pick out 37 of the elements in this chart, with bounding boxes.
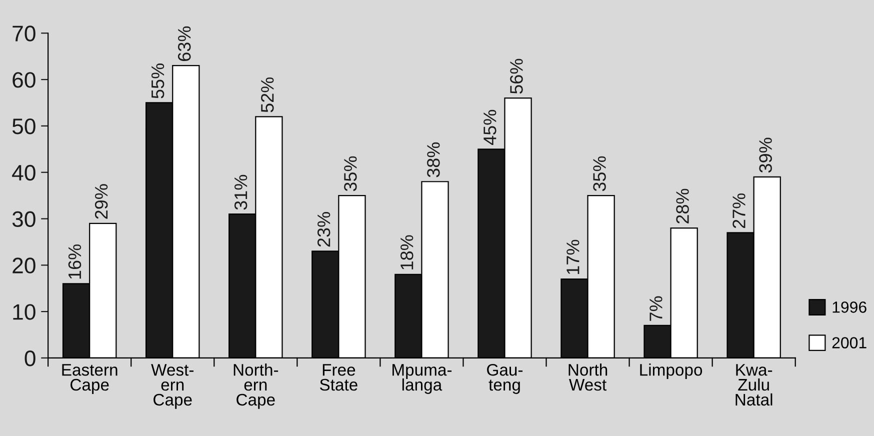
y-tick-label: 40	[12, 164, 36, 181]
x-tick-label: Free State	[320, 364, 358, 391]
x-tick-label: West- ern Cape	[151, 364, 194, 409]
data-label: 17%	[566, 240, 580, 274]
y-tick-label: 20	[12, 258, 36, 274]
x-tick-label: North West	[568, 364, 608, 391]
data-label: 56%	[510, 58, 523, 94]
data-label: 16%	[68, 244, 82, 279]
x-tick-label: Mpuma- langa	[392, 364, 452, 394]
data-label: 7%	[650, 296, 662, 321]
y-tick-label: 30	[12, 211, 36, 228]
y-tick-label: 0	[24, 350, 36, 366]
data-label: 28%	[676, 188, 689, 224]
x-tick-label: Limpopo	[640, 364, 702, 380]
y-tick-label: 10	[13, 304, 36, 320]
legend-label: 2001	[832, 337, 866, 348]
y-tick-label: 70	[12, 26, 36, 42]
data-label: 29%	[94, 184, 108, 219]
data-label: 39%	[759, 138, 772, 173]
data-label: 18%	[400, 235, 414, 270]
data-label: 35%	[593, 156, 606, 192]
data-label: 52%	[260, 77, 274, 112]
data-label: 23%	[317, 212, 330, 247]
data-label: 45%	[484, 110, 496, 146]
x-tick-label: Kwa- Zulu Natal	[736, 364, 772, 406]
data-label: 63%	[178, 26, 191, 61]
legend-label: 1996	[832, 302, 866, 313]
y-tick-label: 50	[12, 118, 36, 134]
data-label: 55%	[151, 64, 164, 98]
x-tick-label: Gau- teng	[487, 364, 523, 394]
data-label: 27%	[732, 193, 746, 228]
y-tick-label: 60	[12, 72, 36, 88]
data-label: 38%	[427, 142, 440, 178]
x-tick-label: Eastern Cape	[62, 364, 118, 394]
data-label: 35%	[344, 156, 357, 192]
x-tick-label: North- ern Cape	[234, 364, 278, 409]
data-label: 31%	[234, 174, 248, 210]
